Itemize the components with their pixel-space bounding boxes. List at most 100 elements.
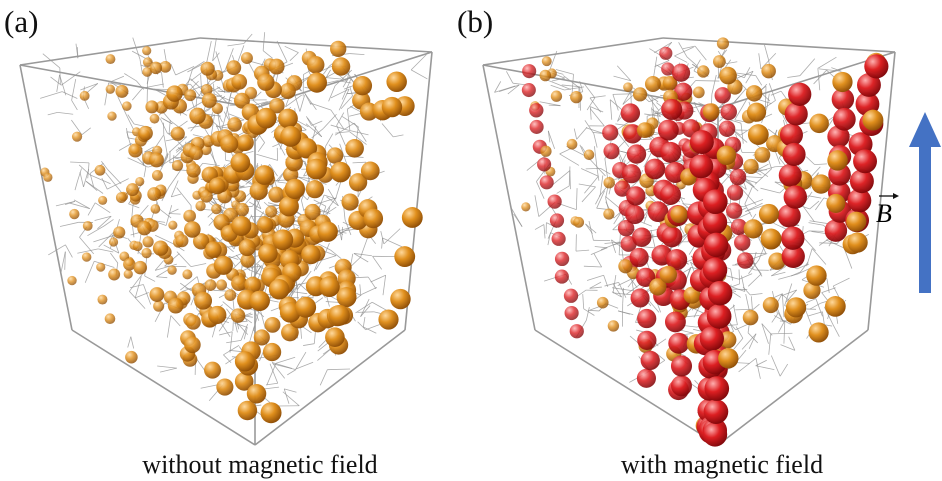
particle	[570, 324, 584, 338]
mesh-line	[355, 302, 372, 313]
mesh-line	[780, 364, 788, 376]
mesh-line	[329, 86, 335, 102]
particle	[783, 143, 806, 166]
mesh-line	[135, 292, 148, 297]
mesh-line	[177, 188, 191, 206]
particle	[329, 305, 350, 326]
particle	[184, 221, 201, 238]
particle	[95, 165, 106, 176]
mesh-line	[162, 73, 164, 88]
particle	[151, 204, 161, 214]
mesh-line	[80, 172, 84, 187]
mesh-line	[363, 317, 365, 327]
mesh-line	[129, 291, 145, 308]
particle	[788, 83, 811, 106]
particle	[231, 74, 247, 90]
particle	[226, 60, 241, 75]
mesh-line	[755, 169, 772, 185]
particle	[202, 93, 217, 108]
mesh-line	[777, 308, 784, 322]
mesh-line	[207, 41, 212, 62]
mesh-line	[361, 236, 369, 257]
mesh-line	[576, 188, 577, 210]
particle	[116, 192, 127, 203]
particle	[632, 227, 651, 246]
particle	[627, 144, 646, 163]
particle	[204, 362, 221, 379]
particle	[285, 179, 305, 199]
particle	[570, 91, 582, 103]
mesh-line	[132, 88, 142, 100]
mesh-line	[260, 308, 265, 329]
particle	[567, 139, 578, 150]
particle	[211, 204, 222, 215]
particle	[743, 159, 758, 174]
particle	[230, 153, 250, 173]
particle	[43, 173, 52, 182]
particle	[227, 117, 242, 132]
particle	[827, 150, 847, 170]
mesh-line	[590, 96, 606, 98]
particle	[231, 275, 247, 291]
particle	[622, 164, 641, 183]
mesh-line	[72, 100, 78, 110]
accent-head	[893, 193, 899, 199]
mesh-line	[544, 225, 545, 239]
mesh-line	[244, 34, 252, 44]
arrow-head	[909, 112, 941, 147]
particle	[737, 252, 754, 269]
particle	[133, 241, 143, 251]
particle	[603, 208, 614, 219]
particle	[184, 337, 201, 354]
particle	[143, 236, 154, 247]
mesh-line	[362, 287, 377, 294]
mesh-line	[557, 186, 570, 194]
particle	[668, 333, 689, 354]
mesh-line	[584, 266, 602, 267]
particle	[707, 304, 732, 329]
particle	[319, 276, 340, 297]
particle	[220, 135, 238, 153]
particle	[269, 279, 290, 300]
mesh-line	[216, 51, 223, 72]
particle	[542, 56, 552, 66]
particle	[216, 378, 233, 395]
mesh-line	[78, 168, 82, 180]
particle	[633, 87, 647, 101]
mesh-line	[124, 74, 136, 81]
particle	[809, 322, 829, 342]
mesh-line	[276, 357, 295, 363]
mesh-line	[105, 172, 118, 188]
particle	[623, 82, 633, 92]
particle	[718, 348, 738, 368]
mesh-line	[762, 324, 769, 344]
mesh-line	[810, 201, 819, 209]
particle	[660, 266, 677, 283]
particle	[584, 150, 595, 161]
mesh-line	[160, 368, 177, 372]
mesh-line	[314, 332, 315, 344]
particle	[555, 252, 569, 266]
mesh-line	[353, 162, 366, 163]
caption: without magnetic field	[142, 450, 377, 479]
particle	[256, 108, 277, 129]
particle	[602, 125, 618, 141]
particle	[689, 154, 713, 178]
particle	[850, 169, 874, 193]
mesh-line	[548, 233, 551, 245]
mesh-line	[80, 83, 97, 90]
particle	[672, 64, 690, 82]
mesh-line	[804, 238, 816, 251]
particle	[306, 159, 327, 180]
particle	[332, 57, 350, 75]
mesh-line	[310, 103, 331, 110]
mesh-line	[749, 334, 756, 349]
mesh-line	[70, 162, 89, 163]
particle	[330, 41, 346, 57]
mesh-line	[597, 170, 599, 181]
particle	[713, 55, 726, 68]
particle	[237, 134, 254, 151]
particle	[630, 248, 649, 267]
mesh-line	[223, 355, 231, 363]
particle	[147, 187, 161, 201]
